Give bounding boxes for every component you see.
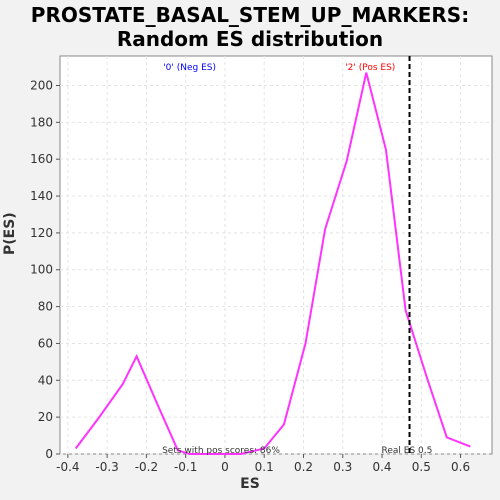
x-tick-label: 0 bbox=[221, 460, 229, 474]
x-tick-label: 0.1 bbox=[255, 460, 274, 474]
y-tick-label: 140 bbox=[30, 189, 53, 203]
x-tick-label: -0.1 bbox=[174, 460, 197, 474]
real-es-label: Real ES 0.5 bbox=[382, 446, 433, 456]
es-distribution-line bbox=[74, 72, 471, 455]
y-tick-label: 20 bbox=[38, 410, 53, 424]
x-tick-label: 0.2 bbox=[294, 460, 313, 474]
y-tick-label: 80 bbox=[38, 300, 53, 314]
x-tick-label: 0.4 bbox=[372, 460, 391, 474]
x-tick-label: 0.6 bbox=[451, 460, 470, 474]
x-tick-label: 0.3 bbox=[333, 460, 352, 474]
x-tick-label: -0.2 bbox=[135, 460, 158, 474]
chart-title: PROSTATE_BASAL_STEM_UP_MARKERS: bbox=[30, 3, 470, 27]
y-tick-label: 160 bbox=[30, 152, 53, 166]
chart-subtitle: Random ES distribution bbox=[116, 27, 384, 51]
y-tick-label: 100 bbox=[30, 263, 53, 277]
plot-area bbox=[59, 55, 493, 455]
y-tick-label: 60 bbox=[38, 336, 53, 350]
x-axis-label: ES bbox=[240, 476, 260, 492]
x-tick-label: 0.5 bbox=[412, 460, 431, 474]
x-tick-label: -0.4 bbox=[56, 460, 79, 474]
axes: 0 20 40 60 80 100 120 140 160 180 200 -0.4 -0.3 -0.2 -… bbox=[30, 78, 470, 474]
x-tick-label: -0.3 bbox=[95, 460, 118, 474]
annotations: '0' (Neg ES) '2' (Pos ES) Real ES 0.5 Sets … bbox=[162, 56, 432, 456]
y-tick-label: 0 bbox=[45, 447, 53, 461]
y-tick-label: 40 bbox=[38, 373, 53, 387]
pos-scores-label: Sets with pos scores: 86% bbox=[162, 446, 280, 456]
pos-es-label: '2' (Pos ES) bbox=[345, 63, 395, 73]
neg-es-label: '0' (Neg ES) bbox=[163, 63, 216, 73]
y-tick-label: 120 bbox=[30, 226, 53, 240]
y-axis-label: P(ES) bbox=[2, 212, 18, 255]
series-group bbox=[74, 72, 471, 455]
y-tick-label: 200 bbox=[30, 78, 53, 92]
y-tick-label: 180 bbox=[30, 115, 53, 129]
grid-lines bbox=[60, 56, 492, 455]
